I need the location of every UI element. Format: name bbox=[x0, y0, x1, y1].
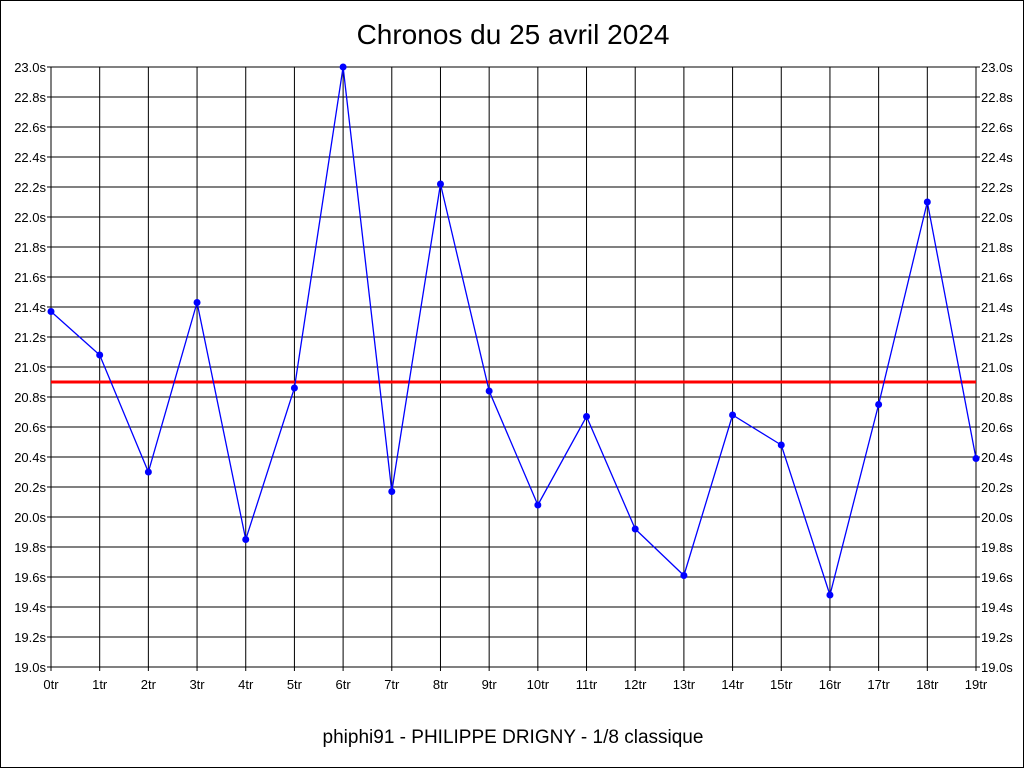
data-point bbox=[436, 180, 444, 188]
x-tick-label: 1tr bbox=[92, 677, 108, 692]
data-point bbox=[388, 488, 396, 495]
y-tick-label-left: 20.8s bbox=[14, 390, 46, 405]
x-tick-label: 15tr bbox=[770, 677, 793, 692]
y-tick-label-right: 19.0s bbox=[981, 660, 1013, 675]
y-tick-label-left: 22.2s bbox=[14, 180, 46, 195]
x-tick-label: 18tr bbox=[916, 677, 939, 692]
data-point bbox=[193, 299, 201, 306]
y-tick-label-right: 19.2s bbox=[981, 630, 1013, 645]
y-tick-label-right: 21.0s bbox=[981, 360, 1013, 375]
x-tick-label: 10tr bbox=[527, 677, 550, 692]
y-tick-label-left: 21.0s bbox=[14, 360, 46, 375]
x-tick-label: 9tr bbox=[482, 677, 498, 692]
data-point bbox=[729, 411, 737, 419]
x-tick-label: 6tr bbox=[336, 677, 352, 692]
x-tick-label: 19tr bbox=[965, 677, 988, 692]
y-tick-label-right: 21.2s bbox=[981, 330, 1013, 345]
x-tick-label: 8tr bbox=[433, 677, 449, 692]
data-point bbox=[339, 63, 347, 71]
data-point bbox=[680, 572, 688, 579]
y-tick-label-left: 19.8s bbox=[14, 540, 46, 555]
data-point bbox=[631, 525, 639, 533]
plot-area-border bbox=[50, 66, 977, 668]
y-tick-label-left: 22.0s bbox=[14, 210, 46, 225]
data-point bbox=[972, 455, 980, 462]
y-tick-label-right: 22.0s bbox=[981, 210, 1013, 225]
x-tick-label: 0tr bbox=[43, 677, 59, 692]
data-point bbox=[826, 591, 834, 599]
y-tick-label-right: 21.8s bbox=[981, 240, 1013, 255]
x-tick-label: 5tr bbox=[287, 677, 303, 692]
y-tick-label-right: 20.6s bbox=[981, 420, 1013, 435]
y-tick-label-left: 22.8s bbox=[14, 90, 46, 105]
series-group bbox=[47, 63, 980, 599]
x-tick-label: 2tr bbox=[141, 677, 157, 692]
y-tick-label-right: 22.2s bbox=[981, 180, 1013, 195]
y-tick-label-left: 21.8s bbox=[14, 240, 46, 255]
x-tick-label: 16tr bbox=[819, 677, 842, 692]
grid bbox=[50, 66, 977, 668]
y-tick-label-right: 22.8s bbox=[981, 90, 1013, 105]
y-tick-label-right: 20.0s bbox=[981, 510, 1013, 525]
data-point bbox=[96, 351, 104, 359]
y-tick-label-left: 19.4s bbox=[14, 600, 46, 615]
data-point bbox=[290, 384, 298, 392]
y-tick-label-left: 20.4s bbox=[14, 450, 46, 465]
y-tick-label-right: 19.6s bbox=[981, 570, 1013, 585]
y-tick-label-left: 20.0s bbox=[14, 510, 46, 525]
x-tick-label: 13tr bbox=[673, 677, 696, 692]
data-point bbox=[47, 308, 55, 315]
x-tick-label: 14tr bbox=[721, 677, 744, 692]
y-tick-label-right: 21.6s bbox=[981, 270, 1013, 285]
chart-title: Chronos du 25 avril 2024 bbox=[357, 19, 670, 50]
data-point bbox=[534, 501, 542, 509]
y-tick-label-right: 22.4s bbox=[981, 150, 1013, 165]
y-tick-label-left: 20.6s bbox=[14, 420, 46, 435]
x-tick-label: 4tr bbox=[238, 677, 254, 692]
y-tick-label-left: 19.2s bbox=[14, 630, 46, 645]
y-tick-label-left: 19.6s bbox=[14, 570, 46, 585]
x-tick-label: 7tr bbox=[384, 677, 400, 692]
y-tick-label-left: 22.6s bbox=[14, 120, 46, 135]
y-tick-label-right: 23.0s bbox=[981, 60, 1013, 75]
x-tick-label: 3tr bbox=[189, 677, 205, 692]
data-point bbox=[485, 387, 493, 395]
y-tick-label-right: 19.4s bbox=[981, 600, 1013, 615]
y-tick-label-right: 22.6s bbox=[981, 120, 1013, 135]
y-tick-label-left: 21.4s bbox=[14, 300, 46, 315]
y-tick-label-left: 19.0s bbox=[14, 660, 46, 675]
data-point bbox=[777, 441, 785, 449]
y-tick-label-right: 20.2s bbox=[981, 480, 1013, 495]
data-point bbox=[144, 468, 152, 476]
x-tick-label: 11tr bbox=[576, 677, 598, 692]
data-point bbox=[583, 413, 591, 420]
axes: 19.0s 19.0s 19.2s 19.2s 19.4s 19.4s 19.6s 19.6s… bbox=[14, 60, 1013, 692]
x-tick-label: 17tr bbox=[867, 677, 890, 692]
data-point bbox=[242, 536, 250, 543]
data-point bbox=[875, 401, 883, 408]
series-line bbox=[50, 66, 977, 598]
y-tick-label-left: 23.0s bbox=[14, 60, 46, 75]
y-tick-label-right: 20.4s bbox=[981, 450, 1013, 465]
x-tick-label: 12tr bbox=[624, 677, 647, 692]
y-tick-label-left: 22.4s bbox=[14, 150, 46, 165]
y-tick-label-left: 20.2s bbox=[14, 480, 46, 495]
data-point bbox=[923, 198, 931, 206]
y-tick-label-right: 20.8s bbox=[981, 390, 1013, 405]
chart-footer: phiphi91 - PHILIPPE DRIGNY - 1/8 classiq… bbox=[323, 727, 704, 748]
y-tick-label-right: 21.4s bbox=[981, 300, 1013, 315]
y-tick-label-right: 19.8s bbox=[981, 540, 1013, 555]
y-tick-label-left: 21.6s bbox=[14, 270, 46, 285]
y-tick-label-left: 21.2s bbox=[14, 330, 46, 345]
